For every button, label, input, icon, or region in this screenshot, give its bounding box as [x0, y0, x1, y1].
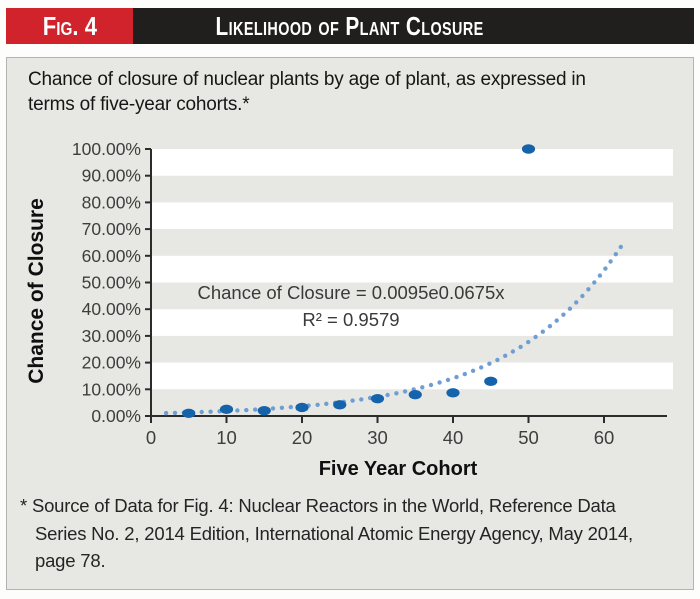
data-point	[484, 376, 498, 386]
data-point	[521, 144, 536, 154]
trendline-dot	[597, 273, 603, 278]
trendline-dot	[402, 389, 408, 394]
trendline-dot	[315, 402, 320, 407]
trendline-dot	[279, 405, 285, 410]
trendline-dot	[454, 374, 459, 380]
x-tick-label: 30	[367, 427, 388, 448]
trendline-dot	[554, 318, 559, 323]
data-point	[408, 389, 422, 400]
x-axis-title: Five Year Cohort	[319, 458, 478, 480]
trendline-dot	[163, 410, 169, 416]
y-tick-label: 90.00%	[82, 166, 141, 186]
trendline-dot	[503, 353, 508, 358]
chart-subtitle-line2: terms of five-year cohorts.*	[28, 94, 250, 115]
trendline-equation: Chance of Closure = 0.0095e0.0675x	[197, 282, 505, 303]
trendline-dot	[462, 371, 467, 377]
figure-title-bar: Likelihood of Plant Closure	[6, 8, 694, 44]
trendline-dot	[385, 392, 390, 398]
trendline-dot	[445, 377, 451, 383]
trendline-dot	[253, 407, 258, 412]
x-tick-label: 10	[216, 427, 237, 448]
trendline-dot	[586, 287, 591, 292]
y-tick-label: 50.00%	[82, 273, 141, 293]
trendline-dot	[244, 407, 249, 413]
grid-band	[151, 309, 673, 336]
y-tick-label: 30.00%	[82, 326, 141, 346]
y-tick-label: 60.00%	[82, 246, 141, 266]
trendline-dot	[540, 329, 545, 334]
data-point	[182, 408, 196, 419]
data-point	[257, 405, 271, 416]
footnote-line1: * Source of Data for Fig. 4: Nuclear Rea…	[20, 495, 616, 516]
trendline-dot	[428, 382, 434, 388]
trendline-dot	[547, 324, 553, 329]
x-tick-label: 60	[594, 427, 615, 448]
trendline-dot	[479, 365, 484, 370]
trendline-dot	[592, 280, 597, 285]
trendline-dot	[561, 312, 566, 317]
chart-subtitle-line1: Chance of closure of nuclear plants by a…	[28, 69, 586, 90]
y-tick-label: 40.00%	[82, 299, 141, 319]
closure-scatter-chart: 0.00% 10.00% 20.00% 30.00% 40.00% 50.00% 60.00…	[25, 139, 673, 480]
chart-subtitle: Chance of closure of nuclear plants by a…	[28, 67, 586, 117]
grid-band	[151, 362, 673, 390]
y-tick-label: 0.00%	[91, 406, 141, 426]
x-tick-label: 0	[146, 427, 156, 448]
trendline-dot	[510, 349, 516, 354]
trendline-dot	[567, 306, 573, 311]
figure-panel: Chance of closure of nuclear plants by a…	[6, 57, 694, 590]
trendline-dot	[526, 339, 531, 345]
data-point	[219, 404, 234, 415]
trendline-dot	[574, 300, 579, 305]
footnote-marker: *	[20, 495, 27, 516]
r-squared-label: R² = 0.9579	[302, 309, 399, 330]
x-tick-label: 20	[292, 427, 313, 448]
trendline-dot	[603, 266, 608, 271]
trendline-dot	[350, 398, 355, 403]
y-tick-label: 100.00%	[72, 139, 141, 159]
x-tick-label: 40	[443, 427, 464, 448]
data-point	[295, 402, 309, 413]
trendline-dot	[437, 380, 442, 385]
trendline-dot	[487, 361, 492, 366]
trendline-dot	[359, 397, 364, 402]
trendline-dot	[608, 259, 613, 264]
trendline-dot	[618, 244, 623, 250]
y-tick-label: 20.00%	[82, 353, 141, 373]
trendline-dot	[172, 410, 178, 416]
y-tick-label: 10.00%	[82, 379, 141, 399]
figure-number-badge: Fig. 4	[6, 8, 133, 44]
y-tick-label: 80.00%	[82, 192, 141, 212]
trendline-dot	[470, 368, 476, 373]
data-point	[370, 393, 385, 404]
figure-number-label: Fig. 4	[42, 10, 97, 41]
trendline-dot	[394, 391, 399, 396]
trendline-dot	[533, 334, 538, 340]
trendline-dot	[324, 401, 329, 406]
trendline-dot	[235, 408, 240, 413]
y-axis-title: Chance of Closure	[25, 198, 48, 384]
footnote-line3: page 78.	[35, 550, 106, 571]
trendline-dot	[580, 293, 585, 299]
grid-band	[151, 149, 673, 176]
trendline-dot	[199, 409, 204, 415]
source-footnote: * Source of Data for Fig. 4: Nuclear Rea…	[20, 492, 633, 575]
trendline-dot	[208, 409, 213, 414]
x-tick-label: 50	[518, 427, 539, 448]
trendline-dot	[495, 357, 500, 363]
footnote-line2: Series No. 2, 2014 Edition, Internationa…	[35, 522, 633, 544]
figure-header-bar: Fig. 4 Likelihood of Plant Closure	[6, 8, 694, 44]
trendline-dot	[270, 406, 276, 411]
figure-title: Likelihood of Plant Closure	[215, 10, 485, 41]
y-tick-label: 70.00%	[82, 219, 141, 239]
grid-band	[151, 202, 673, 230]
data-point	[446, 388, 460, 398]
trendline-dot	[518, 344, 523, 350]
trendline-dot	[613, 252, 618, 257]
trendline-dot	[420, 385, 425, 390]
data-point	[333, 400, 347, 410]
trendline-dot	[288, 404, 293, 410]
grid-band	[151, 255, 673, 283]
